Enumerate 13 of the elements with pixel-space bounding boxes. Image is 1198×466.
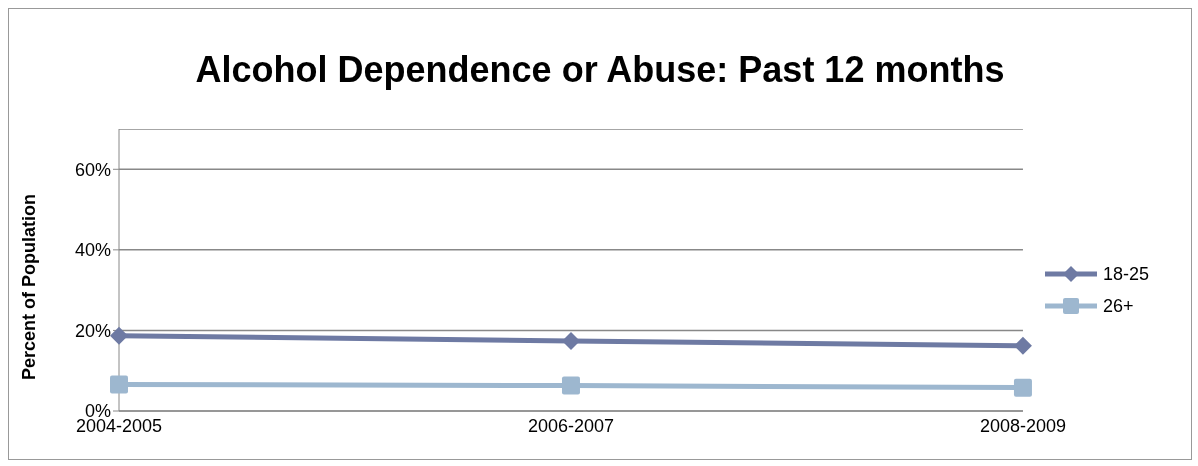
- y-axis-title: Percent of Population: [19, 193, 40, 380]
- x-tick-label: 2006-2007: [527, 415, 615, 436]
- point: [110, 326, 128, 345]
- chart-title: Alcohol Dependence or Abuse: Past 12 months: [194, 49, 1006, 91]
- point: [561, 376, 580, 395]
- y-tick-label: 40%: [74, 240, 111, 261]
- point: [1013, 378, 1032, 397]
- x-tick-label: 2008-2009: [979, 415, 1066, 436]
- legend-label: 26+: [1102, 295, 1134, 317]
- legend-label: 18-25: [1102, 263, 1149, 285]
- point: [110, 375, 128, 394]
- y-tick-label: 60%: [74, 159, 111, 180]
- y-tick-label: 20%: [74, 320, 111, 341]
